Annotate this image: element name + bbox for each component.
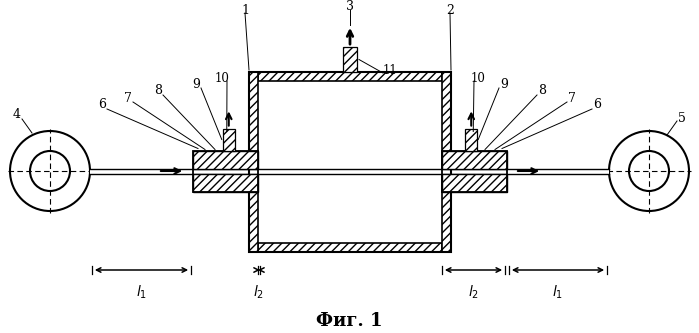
Text: 11: 11	[382, 65, 397, 78]
Text: $l_1$: $l_1$	[136, 284, 147, 301]
Text: 3: 3	[346, 1, 354, 14]
Text: 6: 6	[593, 99, 601, 112]
Bar	[343, 47, 357, 72]
Text: 2: 2	[446, 4, 454, 17]
Text: 10: 10	[215, 72, 229, 85]
Text: 10: 10	[470, 72, 485, 85]
Bar	[466, 129, 477, 151]
Text: 1: 1	[241, 4, 249, 17]
Text: $l_2$: $l_2$	[468, 284, 479, 301]
Bar	[193, 151, 258, 191]
Text: 8: 8	[154, 85, 162, 98]
Text: 7: 7	[568, 92, 576, 105]
Bar	[258, 81, 442, 243]
Bar	[223, 129, 235, 151]
Bar	[258, 243, 442, 252]
Text: 5: 5	[678, 112, 686, 125]
Text: 4: 4	[13, 109, 21, 122]
Text: 9: 9	[192, 78, 200, 91]
Bar	[193, 151, 258, 168]
Bar	[258, 72, 442, 81]
Bar	[249, 72, 258, 252]
Text: $l_1$: $l_1$	[552, 284, 563, 301]
Bar	[442, 151, 507, 191]
Text: 7: 7	[124, 92, 132, 105]
Bar	[442, 72, 451, 252]
Bar	[90, 168, 609, 173]
Text: $l_2$: $l_2$	[254, 284, 264, 301]
Bar	[193, 173, 258, 191]
Text: 6: 6	[98, 99, 106, 112]
Bar	[442, 151, 507, 168]
Text: Фиг. 1: Фиг. 1	[316, 312, 382, 330]
Bar	[442, 173, 507, 191]
Text: 9: 9	[500, 78, 508, 91]
Bar	[249, 72, 451, 252]
Text: 8: 8	[538, 85, 546, 98]
